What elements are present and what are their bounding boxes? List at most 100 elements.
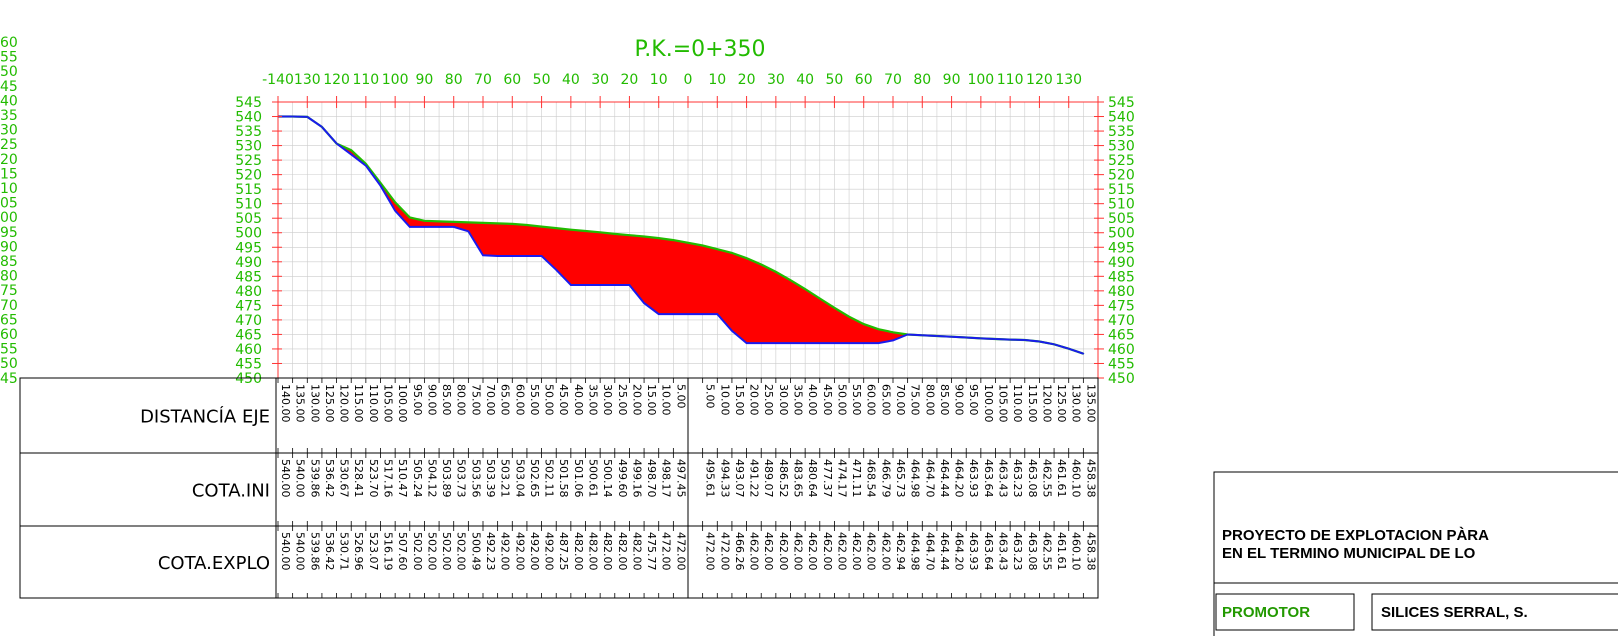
- data-point-cota-explo: [408, 226, 411, 228]
- data-point-cota-explo: [350, 153, 353, 156]
- data-point-cota-explo: [1067, 347, 1070, 350]
- data-point-cota-explo: [452, 226, 455, 228]
- data-point-cota-explo: [628, 284, 631, 286]
- data-point-cota-explo: [877, 342, 880, 344]
- table-cell-value: 15.00: [645, 384, 658, 416]
- table-cell-value: 494.33: [718, 459, 731, 498]
- data-point-cota-explo: [379, 184, 382, 187]
- table-cell-value: 70.00: [894, 384, 907, 416]
- x-tick-label: 50: [533, 72, 551, 88]
- table-cell-value: 492.00: [543, 532, 556, 571]
- table-cell-value: 140.00: [279, 384, 292, 423]
- table-row-label: COTA.EXPLO: [158, 553, 270, 574]
- table-cell-value: 75.00: [469, 384, 482, 416]
- table-cell-value: 464.98: [909, 532, 922, 571]
- table-cell-value: 30.00: [601, 384, 614, 416]
- table-frame: [19, 377, 1099, 599]
- table-cell-value: 502.11: [543, 459, 556, 498]
- table-cell-value: 462.00: [821, 532, 834, 571]
- data-point-cota-ini: [833, 306, 836, 309]
- data-point-cota-explo: [540, 255, 543, 257]
- y-tick-label-left: 530: [235, 139, 262, 155]
- data-point-cota-ini: [657, 237, 660, 239]
- y-tick-label-left: 510: [235, 197, 262, 213]
- data-point-cota-explo: [950, 335, 953, 338]
- left-edge-label: 65: [0, 312, 18, 328]
- table-cell-value: 463.43: [997, 459, 1010, 498]
- table-cell-value: 65.00: [879, 384, 892, 416]
- data-point-cota-explo: [335, 142, 338, 145]
- x-tick-label: 0: [684, 72, 693, 88]
- data-point-cota-ini: [818, 297, 821, 300]
- x-tick-label: 10: [708, 72, 726, 88]
- data-point-cota-explo: [613, 284, 616, 286]
- data-point-cota-ini: [511, 223, 514, 225]
- table-cell-value: 472.00: [674, 532, 687, 571]
- data-point-cota-explo: [818, 342, 821, 344]
- data-point-cota-ini: [643, 235, 645, 238]
- table-cell-value: 482.00: [630, 532, 643, 571]
- data-point-cota-explo: [716, 313, 719, 315]
- table-cell-value: 80.00: [455, 384, 468, 416]
- table-cell-value: 85.00: [440, 384, 453, 416]
- table-cell-value: 474.17: [835, 459, 848, 498]
- table-cell-value: 503.73: [455, 459, 468, 498]
- left-edge-label: 05: [0, 196, 18, 212]
- y-tick-label-left: 545: [235, 95, 262, 111]
- table-cell-value: 486.52: [777, 459, 790, 498]
- promotor-label-box: [1215, 593, 1355, 631]
- table-cell-value: 482.00: [601, 532, 614, 571]
- left-edge-label: 80: [0, 269, 18, 285]
- table-cell-value: 500.61: [587, 459, 600, 498]
- y-tick-label-left: 480: [235, 284, 262, 300]
- data-point-cota-explo: [321, 126, 323, 128]
- data-point-cota-explo: [1023, 339, 1026, 341]
- y-tick-label-right: 520: [1108, 168, 1135, 184]
- data-point-cota-explo: [365, 164, 367, 167]
- table-cell-value: 502.00: [455, 532, 468, 571]
- table-cell-value: 25.00: [762, 384, 775, 416]
- chart-axes: [272, 96, 1104, 379]
- data-point-cota-ini: [731, 252, 733, 254]
- table-cell-value: 539.86: [308, 459, 321, 498]
- data-point-cota-ini: [350, 149, 353, 151]
- table-cell-value: 45.00: [557, 384, 570, 416]
- table-cell-value: 100.00: [982, 384, 995, 423]
- table-cell-value: 482.00: [616, 532, 629, 571]
- x-tick-label: 60: [503, 72, 521, 88]
- y-tick-label-left: 500: [235, 226, 262, 242]
- left-edge-label: 75: [0, 283, 18, 299]
- left-edge-elevation-labels: 6055504540353025201510050095908580757065…: [0, 35, 18, 387]
- data-point-cota-explo: [921, 334, 924, 337]
- profile-data-table: DISTANCÍA EJE 140.00 135.00 130.00 125.00 120…: [19, 377, 1099, 599]
- grid-lines: [277, 101, 1099, 379]
- table-cell-value: 115.00: [1026, 384, 1039, 423]
- table-cell-value: 60.00: [513, 384, 526, 416]
- table-cell-value: 501.06: [572, 459, 585, 498]
- y-tick-label-left: 470: [235, 313, 262, 329]
- data-point-cota-ini: [599, 231, 601, 234]
- table-cell-value: 463.64: [982, 459, 995, 498]
- data-point-cota-ini: [789, 279, 792, 282]
- data-point-cota-explo: [833, 342, 836, 344]
- x-tick-label: 120: [1026, 72, 1053, 88]
- table-cell-value: 90.00: [953, 384, 966, 416]
- y-tick-label-right: 455: [1108, 356, 1135, 372]
- data-point-cota-explo: [555, 268, 558, 271]
- y-tick-label-left: 465: [235, 327, 262, 343]
- data-point-cota-ini: [877, 328, 880, 331]
- y-tick-label-left: 455: [235, 356, 262, 372]
- data-point-cota-ini: [467, 221, 470, 224]
- data-point-cota-ini: [438, 220, 440, 223]
- table-cell-value: 472.00: [718, 532, 731, 571]
- table-cell-value: 85.00: [938, 384, 951, 416]
- table-cell-value: 130.00: [308, 384, 321, 423]
- table-cell-value: 5.00: [704, 384, 717, 409]
- table-cell-value: 458.38: [1084, 459, 1097, 498]
- data-point-cota-ini: [848, 315, 850, 318]
- left-edge-label: 45: [0, 79, 18, 95]
- table-cell-value: 30.00: [777, 384, 790, 416]
- table-cell-value: 90.00: [425, 384, 438, 416]
- table-cell-value: 472.00: [704, 532, 717, 571]
